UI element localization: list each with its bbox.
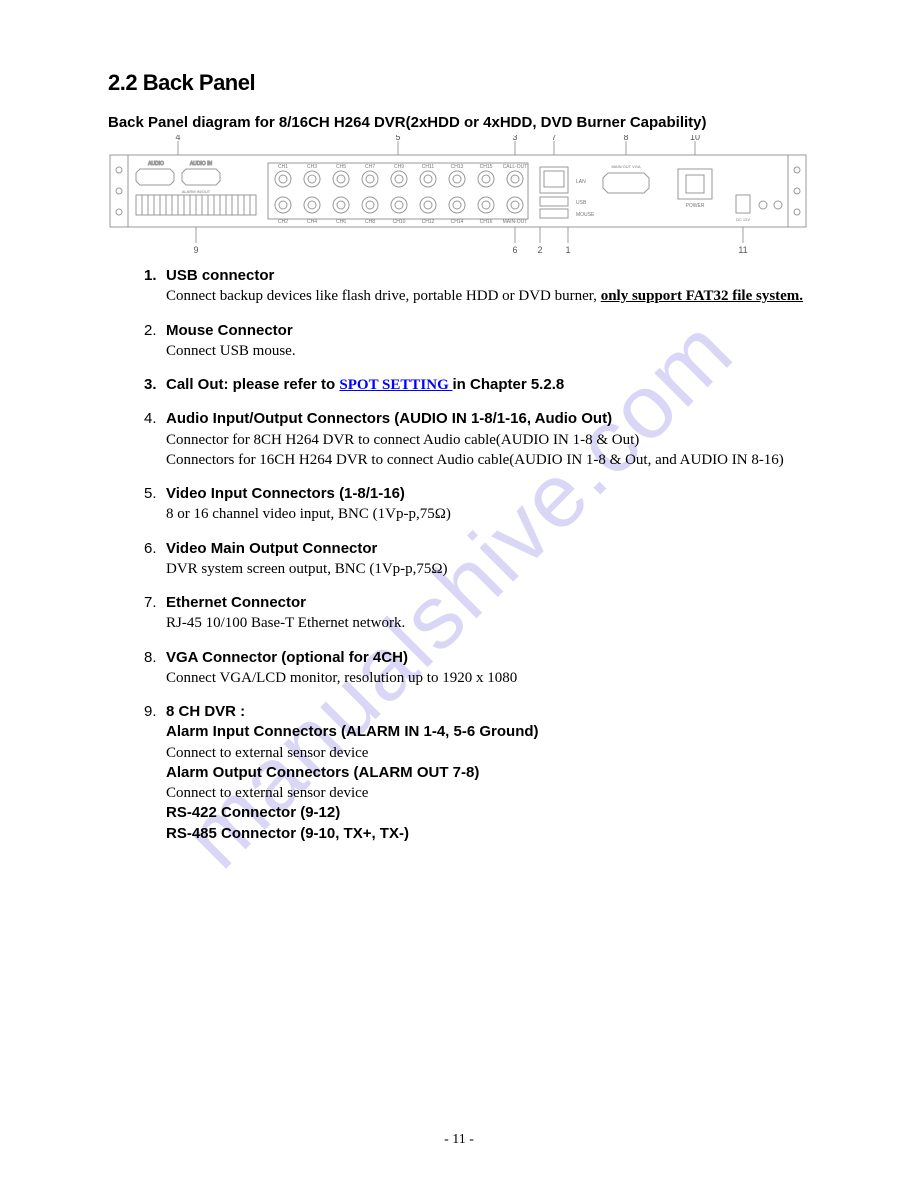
list-number: 8. xyxy=(144,648,166,689)
item-line: Alarm Input Connectors (ALARM IN 1-4, 5-… xyxy=(166,722,810,742)
item-line: DVR system screen output, BNC (1Vp-p,75Ω… xyxy=(166,559,810,579)
item-line: RS-422 Connector (9-12) xyxy=(166,803,810,823)
svg-text:7: 7 xyxy=(551,135,556,142)
list-body: VGA Connector (optional for 4CH)Connect … xyxy=(166,648,810,689)
list-number: 2. xyxy=(144,321,166,362)
item-line: 8 or 16 channel video input, BNC (1Vp-p,… xyxy=(166,504,810,524)
svg-text:POWER: POWER xyxy=(686,203,705,209)
svg-text:DC 12V: DC 12V xyxy=(736,217,750,222)
svg-text:MAIN OUT VGA: MAIN OUT VGA xyxy=(611,164,640,169)
svg-text:CH6: CH6 xyxy=(336,219,346,225)
item-title: Video Input Connectors (1-8/1-16) xyxy=(166,484,810,504)
svg-text:CH16: CH16 xyxy=(480,219,493,225)
svg-text:CH12: CH12 xyxy=(422,219,435,225)
list-body: USB connectorConnect backup devices like… xyxy=(166,266,810,307)
page-number: - 11 - xyxy=(444,1132,474,1148)
svg-text:CH10: CH10 xyxy=(393,219,406,225)
list-body: 8 CH DVR :Alarm Input Connectors (ALARM … xyxy=(166,702,810,844)
list-item: 4.Audio Input/Output Connectors (AUDIO I… xyxy=(144,409,810,470)
svg-text:CH14: CH14 xyxy=(451,219,464,225)
svg-text:CH8: CH8 xyxy=(365,219,375,225)
item-line: Connect backup devices like flash drive,… xyxy=(166,286,810,306)
item-title: 8 CH DVR : xyxy=(166,702,810,722)
page-content: 2.2 Back Panel Back Panel diagram for 8/… xyxy=(108,70,810,844)
item-line: Connect to external sensor device xyxy=(166,783,810,803)
item-title: Mouse Connector xyxy=(166,321,810,341)
list-body: Call Out: please refer to SPOT SETTING i… xyxy=(166,375,810,395)
svg-text:8: 8 xyxy=(623,135,628,142)
list-body: Video Main Output ConnectorDVR system sc… xyxy=(166,539,810,580)
item-title: Audio Input/Output Connectors (AUDIO IN … xyxy=(166,409,810,429)
list-number: 3. xyxy=(144,375,166,395)
list-item: 3.Call Out: please refer to SPOT SETTING… xyxy=(144,375,810,395)
item-line: Connect to external sensor device xyxy=(166,743,810,763)
list-item: 8.VGA Connector (optional for 4CH)Connec… xyxy=(144,648,810,689)
list-body: Audio Input/Output Connectors (AUDIO IN … xyxy=(166,409,810,470)
item-title: Ethernet Connector xyxy=(166,593,810,613)
list-number: 4. xyxy=(144,409,166,470)
svg-text:CH7: CH7 xyxy=(365,164,375,170)
svg-text:CH3: CH3 xyxy=(307,164,317,170)
svg-text:CH2: CH2 xyxy=(278,219,288,225)
list-number: 1. xyxy=(144,266,166,307)
svg-text:CALL-OUT: CALL-OUT xyxy=(503,164,528,170)
svg-text:CH9: CH9 xyxy=(394,164,404,170)
svg-text:11: 11 xyxy=(738,245,747,255)
svg-text:LAN: LAN xyxy=(576,179,586,185)
audio-in-label: AUDIO IN xyxy=(190,161,213,167)
svg-text:5: 5 xyxy=(395,135,400,142)
svg-text:MAIN-OUT: MAIN-OUT xyxy=(503,219,528,225)
list-item: 9.8 CH DVR :Alarm Input Connectors (ALAR… xyxy=(144,702,810,844)
svg-text:CH4: CH4 xyxy=(307,219,317,225)
svg-text:9: 9 xyxy=(193,245,198,255)
list-item: 2.Mouse ConnectorConnect USB mouse. xyxy=(144,321,810,362)
svg-text:6: 6 xyxy=(512,245,517,255)
list-item: 6.Video Main Output ConnectorDVR system … xyxy=(144,539,810,580)
item-title: VGA Connector (optional for 4CH) xyxy=(166,648,810,668)
list-number: 6. xyxy=(144,539,166,580)
item-line: Connector for 8CH H264 DVR to connect Au… xyxy=(166,430,810,450)
svg-text:CH11: CH11 xyxy=(422,164,435,170)
svg-text:USB: USB xyxy=(576,200,587,206)
list-item: 7.Ethernet ConnectorRJ-45 10/100 Base-T … xyxy=(144,593,810,634)
svg-text:MOUSE: MOUSE xyxy=(576,212,595,218)
svg-text:CH5: CH5 xyxy=(336,164,346,170)
section-title: 2.2 Back Panel xyxy=(108,70,810,96)
svg-text:CH1: CH1 xyxy=(278,164,288,170)
svg-text:CH15: CH15 xyxy=(480,164,493,170)
item-title: USB connector xyxy=(166,266,810,286)
svg-text:CH13: CH13 xyxy=(451,164,464,170)
diagram-caption: Back Panel diagram for 8/16CH H264 DVR(2… xyxy=(108,114,810,131)
list-body: Video Input Connectors (1-8/1-16)8 or 16… xyxy=(166,484,810,525)
list-item: 5.Video Input Connectors (1-8/1-16)8 or … xyxy=(144,484,810,525)
svg-text:2: 2 xyxy=(537,245,542,255)
item-title: Call Out: please refer to SPOT SETTING i… xyxy=(166,375,810,395)
item-line: Connectors for 16CH H264 DVR to connect … xyxy=(166,450,810,470)
spot-setting-link[interactable]: SPOT SETTING xyxy=(339,377,452,393)
list-number: 7. xyxy=(144,593,166,634)
list-body: Mouse ConnectorConnect USB mouse. xyxy=(166,321,810,362)
list-body: Ethernet ConnectorRJ-45 10/100 Base-T Et… xyxy=(166,593,810,634)
item-line: Alarm Output Connectors (ALARM OUT 7-8) xyxy=(166,763,810,783)
list-number: 5. xyxy=(144,484,166,525)
svg-text:1: 1 xyxy=(565,245,570,255)
item-line: RJ-45 10/100 Base-T Ethernet network. xyxy=(166,613,810,633)
svg-text:10: 10 xyxy=(690,135,700,142)
svg-text:4: 4 xyxy=(175,135,180,142)
back-panel-diagram: AUDIO AUDIO IN ALARM IN/OUT xyxy=(108,135,808,255)
item-line: Connect VGA/LCD monitor, resolution up t… xyxy=(166,668,810,688)
svg-text:3: 3 xyxy=(512,135,517,142)
item-line: RS-485 Connector (9-10, TX+, TX-) xyxy=(166,824,810,844)
connector-list: 1.USB connectorConnect backup devices li… xyxy=(108,266,810,844)
audio-label: AUDIO xyxy=(148,161,164,167)
alarm-label: ALARM IN/OUT xyxy=(182,189,211,194)
item-title: Video Main Output Connector xyxy=(166,539,810,559)
item-line: Connect USB mouse. xyxy=(166,341,810,361)
list-item: 1.USB connectorConnect backup devices li… xyxy=(144,266,810,307)
list-number: 9. xyxy=(144,702,166,844)
